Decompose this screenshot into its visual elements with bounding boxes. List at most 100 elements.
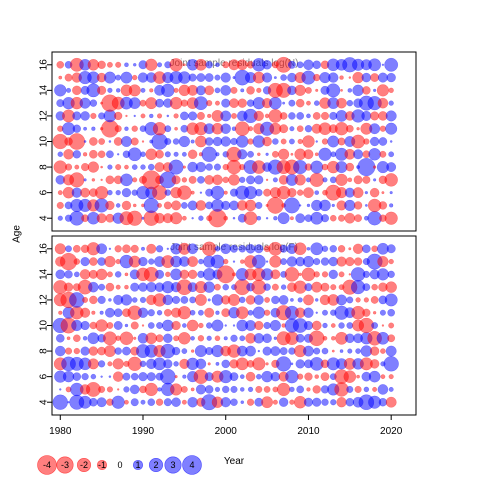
y-axis-label: Age	[12, 225, 23, 243]
residual-bubble	[128, 84, 141, 97]
residual-bubble	[388, 322, 395, 329]
residual-bubble	[155, 334, 164, 343]
residual-bubble	[289, 126, 295, 132]
residual-bubble	[363, 386, 370, 393]
residual-bubble	[139, 99, 147, 107]
residual-bubble	[309, 172, 324, 188]
residual-bubble	[254, 320, 264, 331]
residual-bubble	[381, 191, 385, 195]
residual-bubble	[63, 149, 74, 160]
residual-bubble	[91, 310, 96, 315]
residual-bubble	[314, 374, 319, 379]
residual-bubble	[288, 99, 296, 107]
residual-bubble	[107, 361, 113, 367]
residual-bubble	[105, 175, 115, 185]
residual-bubble	[257, 152, 261, 157]
residual-bubble	[376, 268, 390, 281]
residual-bubble	[140, 151, 146, 158]
residual-bubble	[303, 307, 314, 318]
residual-bubble	[337, 245, 346, 253]
residual-bubble	[387, 270, 395, 279]
residual-bubble	[88, 281, 99, 293]
residual-bubble	[103, 345, 116, 358]
residual-bubble	[247, 309, 254, 316]
residual-bubble	[263, 386, 271, 393]
residual-bubble	[122, 244, 131, 254]
residual-bubble	[321, 398, 329, 406]
residual-bubble	[165, 271, 171, 278]
residual-bubble	[124, 62, 129, 68]
residual-bubble	[163, 308, 172, 317]
residual-bubble	[240, 387, 245, 392]
residual-bubble	[313, 347, 321, 355]
residual-bubble	[62, 370, 75, 383]
residual-bubble	[296, 125, 304, 133]
residual-bubble	[255, 201, 263, 210]
residual-bubble	[279, 347, 288, 356]
residual-bubble	[194, 293, 207, 306]
residual-bubble	[181, 348, 188, 354]
residual-bubble	[121, 200, 132, 211]
residual-bubble	[143, 197, 159, 214]
residual-bubble	[106, 322, 114, 329]
residual-bubble	[222, 61, 230, 69]
residual-bubble	[96, 213, 107, 224]
residual-bubble	[348, 247, 352, 251]
residual-bubble	[179, 111, 189, 121]
residual-bubble	[356, 374, 360, 379]
residual-bubble	[246, 175, 256, 185]
residual-bubble	[347, 348, 353, 354]
residual-bubble	[106, 61, 113, 68]
residual-bubble	[144, 382, 158, 397]
residual-bubble	[240, 259, 245, 264]
residual-bubble	[220, 243, 232, 255]
residual-bubble	[329, 245, 338, 253]
residual-bubble	[53, 160, 67, 174]
residual-bubble	[152, 122, 167, 136]
residual-bubble	[280, 74, 287, 81]
residual-bubble	[180, 99, 189, 107]
residual-bubble	[346, 99, 354, 107]
residual-bubble	[115, 189, 121, 196]
residual-bubble	[355, 348, 361, 354]
residual-bubble	[315, 88, 319, 92]
residual-bubble	[132, 63, 137, 67]
residual-bubble	[64, 347, 73, 355]
y-tick-label: 16	[39, 59, 50, 71]
residual-bubble	[83, 126, 88, 131]
residual-bubble	[107, 164, 113, 170]
residual-bubble	[174, 375, 178, 379]
residual-bubble	[278, 148, 290, 160]
residual-bubble	[114, 111, 123, 121]
residual-bubble	[98, 385, 106, 393]
residual-bubble	[193, 96, 208, 111]
residual-bubble	[387, 308, 396, 317]
residual-bubble	[337, 137, 346, 146]
residual-bubble	[320, 282, 330, 292]
residual-bubble	[131, 164, 138, 170]
residual-bubble	[388, 100, 394, 106]
residual-bubble	[306, 387, 311, 392]
residual-bubble	[148, 258, 155, 265]
residual-bubble	[213, 163, 221, 171]
residual-bubble	[338, 214, 346, 222]
residual-bubble	[383, 356, 399, 372]
residual-bubble	[276, 382, 291, 397]
residual-bubble	[174, 126, 178, 131]
residual-bubble	[58, 310, 63, 315]
residual-bubble	[220, 397, 231, 408]
residual-bubble	[362, 86, 371, 95]
residual-bubble	[115, 203, 121, 208]
residual-bubble	[130, 137, 139, 146]
residual-bubble	[90, 112, 97, 120]
residual-bubble	[235, 357, 249, 371]
residual-bubble	[240, 400, 245, 405]
residual-bubble	[338, 322, 345, 329]
residual-bubble	[178, 332, 191, 345]
residual-bubble	[187, 256, 199, 268]
residual-bubble	[377, 97, 389, 109]
residual-bubble	[163, 359, 173, 369]
residual-bubble	[364, 190, 369, 195]
residual-bubble	[197, 309, 204, 316]
